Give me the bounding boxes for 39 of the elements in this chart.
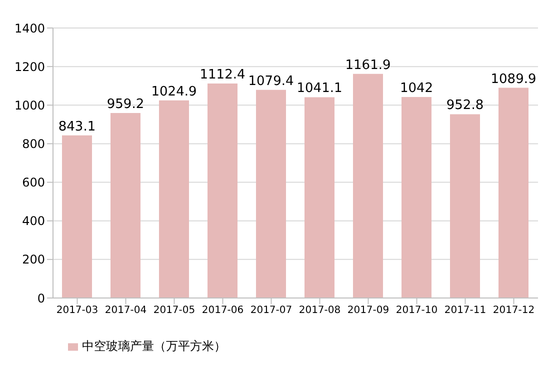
y-tick-label: 1200 <box>14 60 45 74</box>
data-label: 1079.4 <box>248 74 294 89</box>
bar <box>256 90 286 298</box>
y-tick-label: 200 <box>22 252 45 267</box>
x-tick-label: 2017-10 <box>396 305 438 316</box>
bar <box>353 74 383 298</box>
bar <box>208 83 238 298</box>
x-tick-label: 2017-03 <box>56 305 98 316</box>
y-tick-label: 600 <box>22 176 45 190</box>
x-tick-label: 2017-09 <box>347 305 390 316</box>
bar <box>450 114 480 298</box>
data-label: 1041.1 <box>296 81 342 96</box>
x-tick-label: 2017-06 <box>202 305 244 316</box>
data-label: 959.2 <box>106 97 144 112</box>
bar <box>498 88 528 298</box>
y-tick-label: 400 <box>22 214 45 228</box>
data-label: 843.1 <box>58 119 96 134</box>
data-label: 1161.9 <box>345 58 391 73</box>
x-tick-label: 2017-04 <box>104 305 147 316</box>
y-tick-label: 0 <box>37 291 45 306</box>
legend-label: 中空玻璃产量（万平方米） <box>82 339 226 353</box>
x-tick-label: 2017-08 <box>298 305 341 316</box>
y-tick-label: 1400 <box>14 21 45 36</box>
y-tick-label: 800 <box>22 136 45 151</box>
x-tick-label: 2017-12 <box>492 305 535 316</box>
bar <box>62 135 92 298</box>
data-label: 952.8 <box>446 98 484 114</box>
data-label: 1024.9 <box>151 84 197 100</box>
x-tick-label: 2017-05 <box>153 305 196 316</box>
bar <box>159 100 189 298</box>
bar <box>304 97 334 298</box>
data-label: 1042 <box>400 81 434 96</box>
x-tick-label: 2017-07 <box>250 305 292 316</box>
data-label: 1112.4 <box>200 67 246 82</box>
x-tick-label: 2017-11 <box>444 305 486 316</box>
bar <box>402 97 432 298</box>
data-label: 1089.9 <box>490 72 536 87</box>
bar <box>110 113 140 298</box>
y-tick-label: 1000 <box>14 98 45 112</box>
